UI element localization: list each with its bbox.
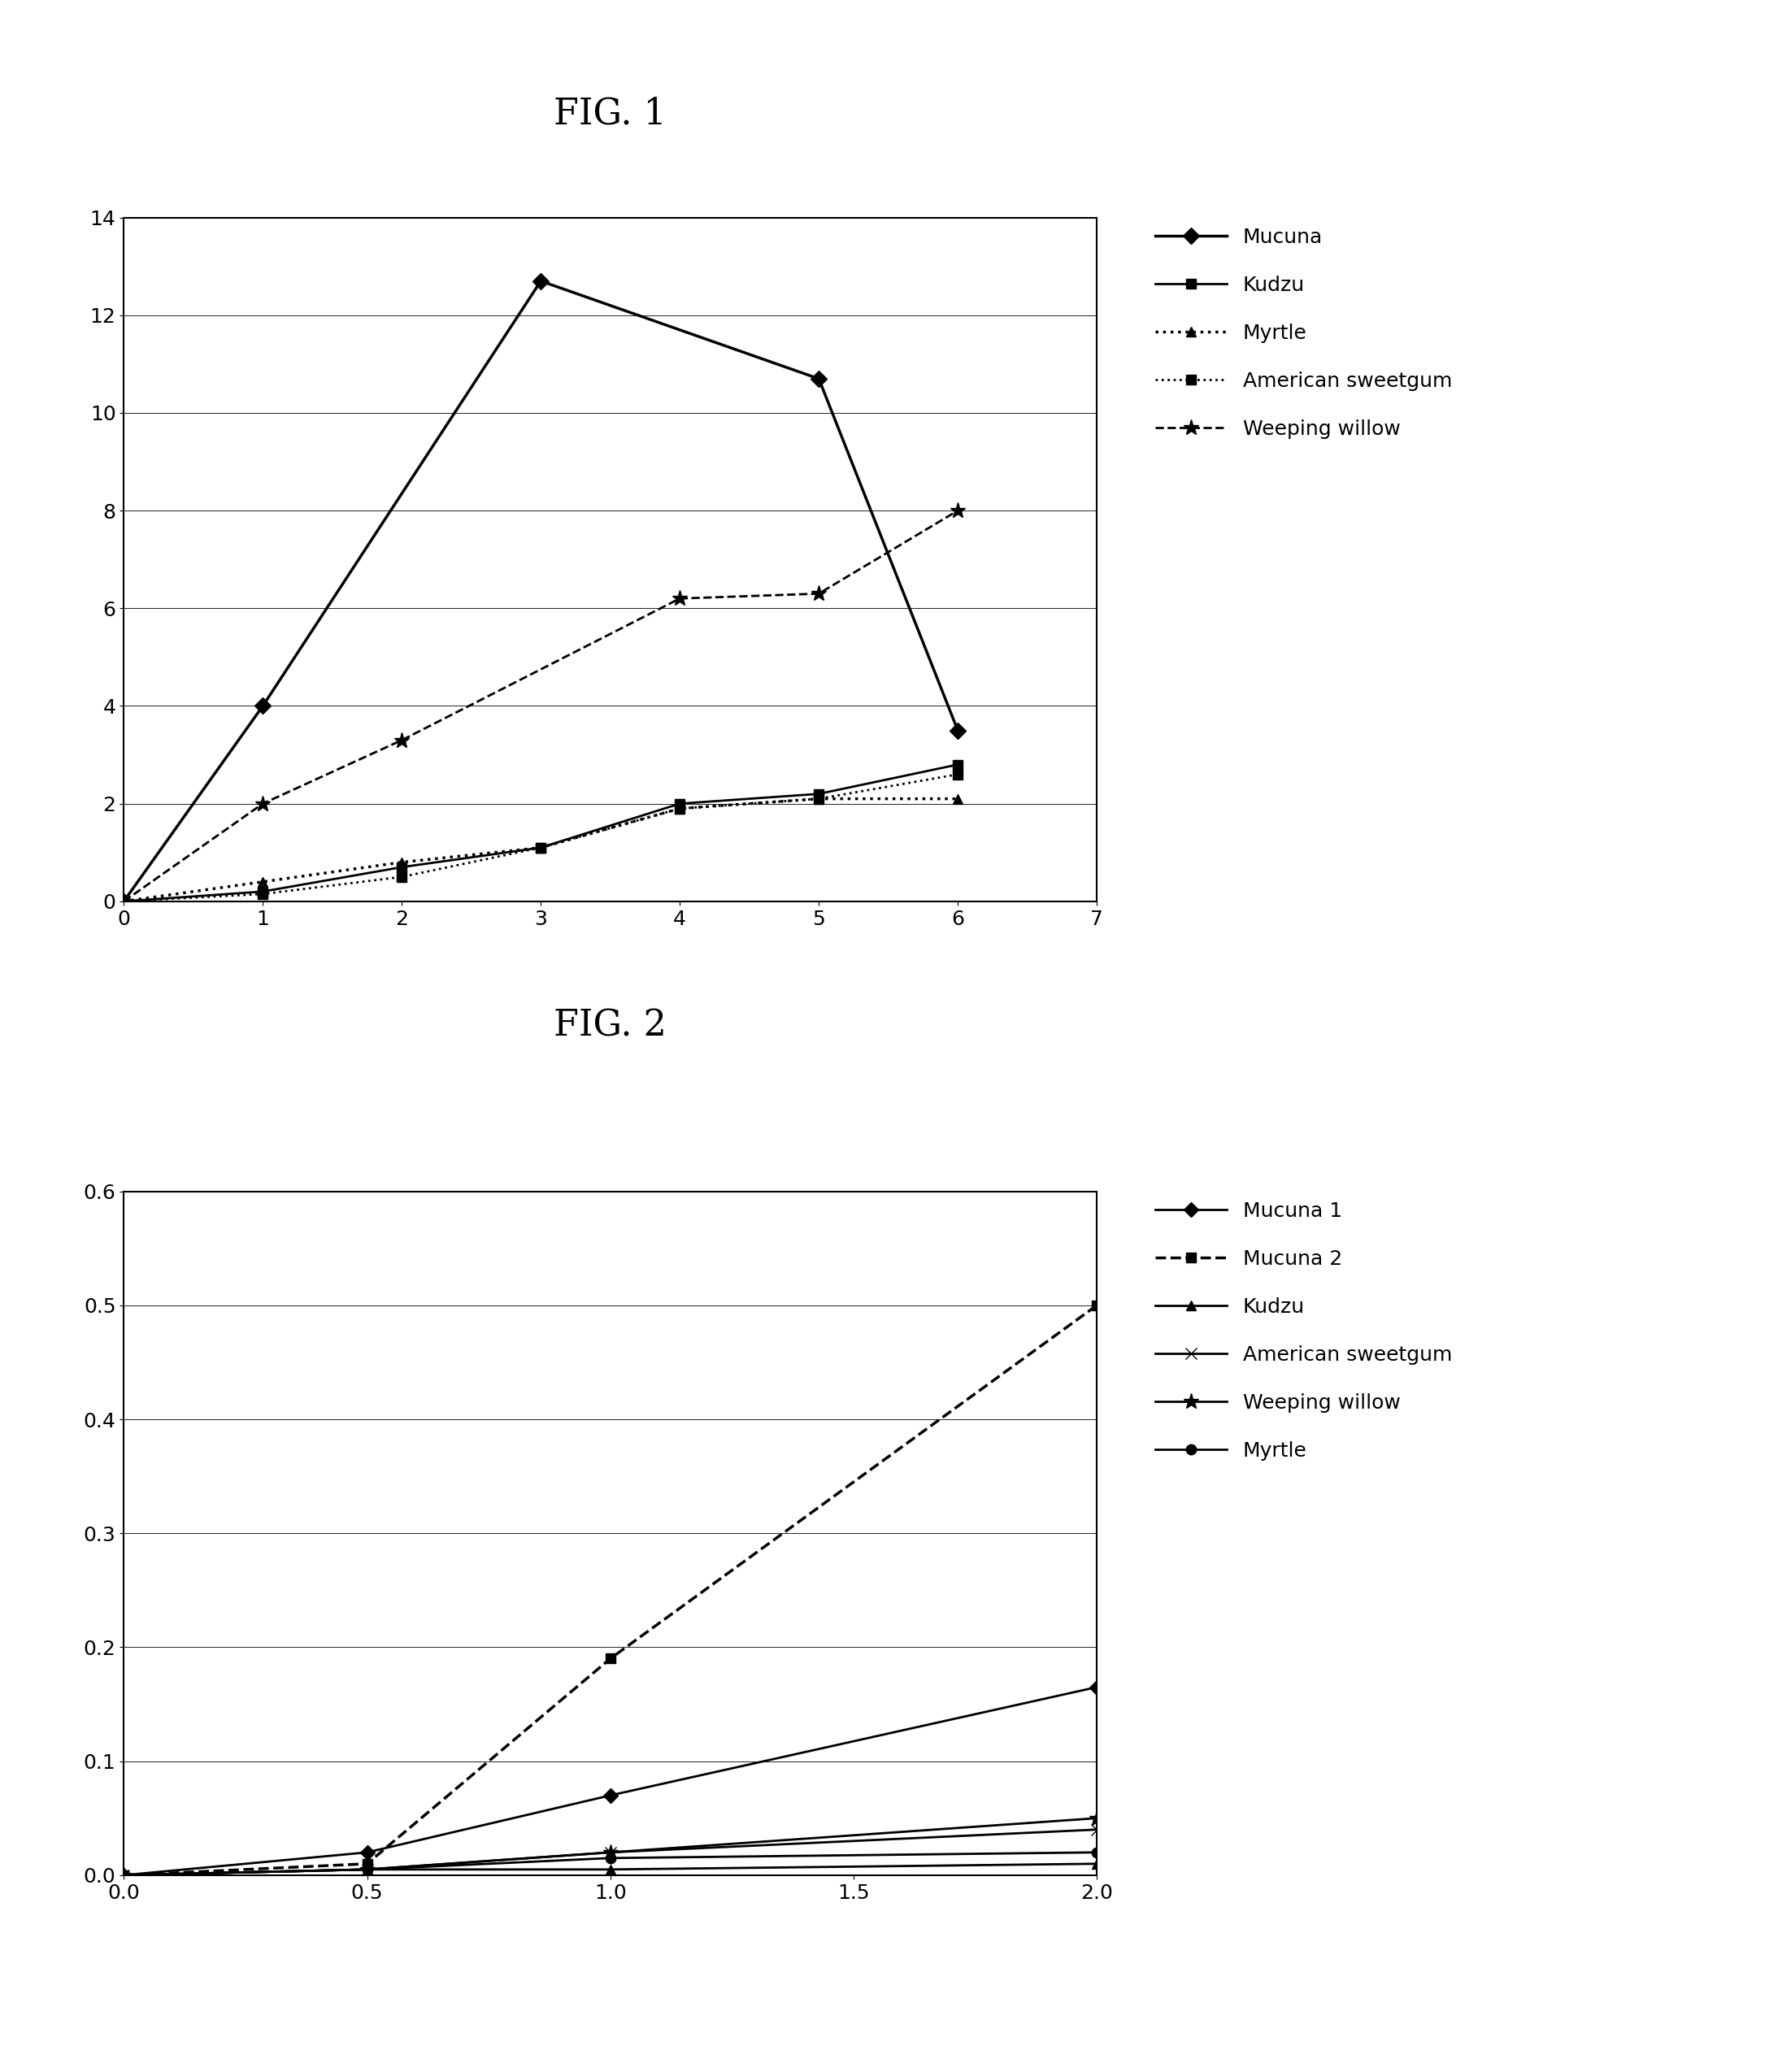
Line: Kudzu: Kudzu	[119, 1859, 1102, 1879]
Myrtle	[1086, 1840, 1107, 1865]
Myrtle	[600, 1846, 621, 1871]
American sweetgum	[113, 889, 134, 914]
Kudzu	[669, 792, 690, 816]
Myrtle	[669, 796, 690, 821]
Myrtle	[808, 787, 830, 812]
Line: Weeping willow: Weeping willow	[117, 503, 966, 910]
American sweetgum	[113, 1863, 134, 1888]
Weeping willow	[113, 1863, 134, 1888]
Kudzu	[113, 1863, 134, 1888]
Mucuna	[946, 719, 968, 744]
Line: Kudzu: Kudzu	[119, 760, 962, 905]
Myrtle	[531, 835, 552, 860]
Text: FIG. 1: FIG. 1	[554, 97, 667, 131]
American sweetgum	[531, 835, 552, 860]
Mucuna 1	[113, 1863, 134, 1888]
Kudzu	[946, 752, 968, 777]
Myrtle	[357, 1857, 379, 1881]
Mucuna	[253, 694, 274, 719]
Weeping willow	[946, 497, 968, 522]
Legend: Mucuna 1, Mucuna 2, Kudzu, American sweetgum, Weeping willow, Myrtle: Mucuna 1, Mucuna 2, Kudzu, American swee…	[1155, 1202, 1452, 1461]
Mucuna	[113, 889, 134, 914]
Kudzu	[1086, 1852, 1107, 1877]
Line: Mucuna 2: Mucuna 2	[119, 1301, 1102, 1879]
Kudzu	[600, 1857, 621, 1881]
Mucuna 1	[600, 1782, 621, 1807]
Myrtle	[113, 889, 134, 914]
Kudzu	[113, 889, 134, 914]
Line: Mucuna 1: Mucuna 1	[119, 1682, 1102, 1879]
Line: American sweetgum: American sweetgum	[119, 1823, 1102, 1881]
Myrtle	[253, 870, 274, 895]
American sweetgum	[946, 762, 968, 787]
Mucuna 2	[113, 1863, 134, 1888]
American sweetgum	[1086, 1817, 1107, 1842]
Mucuna	[808, 367, 830, 392]
Line: Myrtle: Myrtle	[119, 1848, 1102, 1879]
Weeping willow	[808, 582, 830, 607]
American sweetgum	[253, 881, 274, 905]
Line: Myrtle: Myrtle	[119, 794, 962, 905]
Line: Weeping willow: Weeping willow	[117, 1811, 1104, 1883]
American sweetgum	[808, 787, 830, 812]
Kudzu	[391, 854, 412, 879]
Mucuna 2	[357, 1852, 379, 1877]
Mucuna	[531, 269, 552, 294]
Legend: Mucuna, Kudzu, Myrtle, American sweetgum, Weeping willow: Mucuna, Kudzu, Myrtle, American sweetgum…	[1155, 228, 1452, 439]
Myrtle	[946, 787, 968, 812]
Weeping willow	[391, 727, 412, 752]
Mucuna 1	[357, 1840, 379, 1865]
Kudzu	[253, 879, 274, 903]
Line: American sweetgum: American sweetgum	[119, 769, 962, 905]
American sweetgum	[391, 864, 412, 889]
American sweetgum	[357, 1857, 379, 1881]
Weeping willow	[600, 1840, 621, 1865]
Line: Mucuna: Mucuna	[119, 276, 964, 908]
Weeping willow	[669, 586, 690, 611]
Kudzu	[531, 835, 552, 860]
Kudzu	[357, 1857, 379, 1881]
Weeping willow	[357, 1857, 379, 1881]
Kudzu	[808, 781, 830, 806]
Myrtle	[113, 1863, 134, 1888]
American sweetgum	[669, 796, 690, 821]
Mucuna 1	[1086, 1674, 1107, 1699]
Weeping willow	[113, 889, 134, 914]
Text: FIG. 2: FIG. 2	[554, 1009, 667, 1042]
Weeping willow	[253, 792, 274, 816]
American sweetgum	[600, 1840, 621, 1865]
Myrtle	[391, 850, 412, 874]
Mucuna 2	[600, 1645, 621, 1670]
Mucuna 2	[1086, 1293, 1107, 1318]
Weeping willow	[1086, 1805, 1107, 1832]
